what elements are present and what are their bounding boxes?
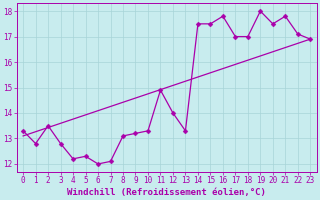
X-axis label: Windchill (Refroidissement éolien,°C): Windchill (Refroidissement éolien,°C) bbox=[67, 188, 266, 197]
